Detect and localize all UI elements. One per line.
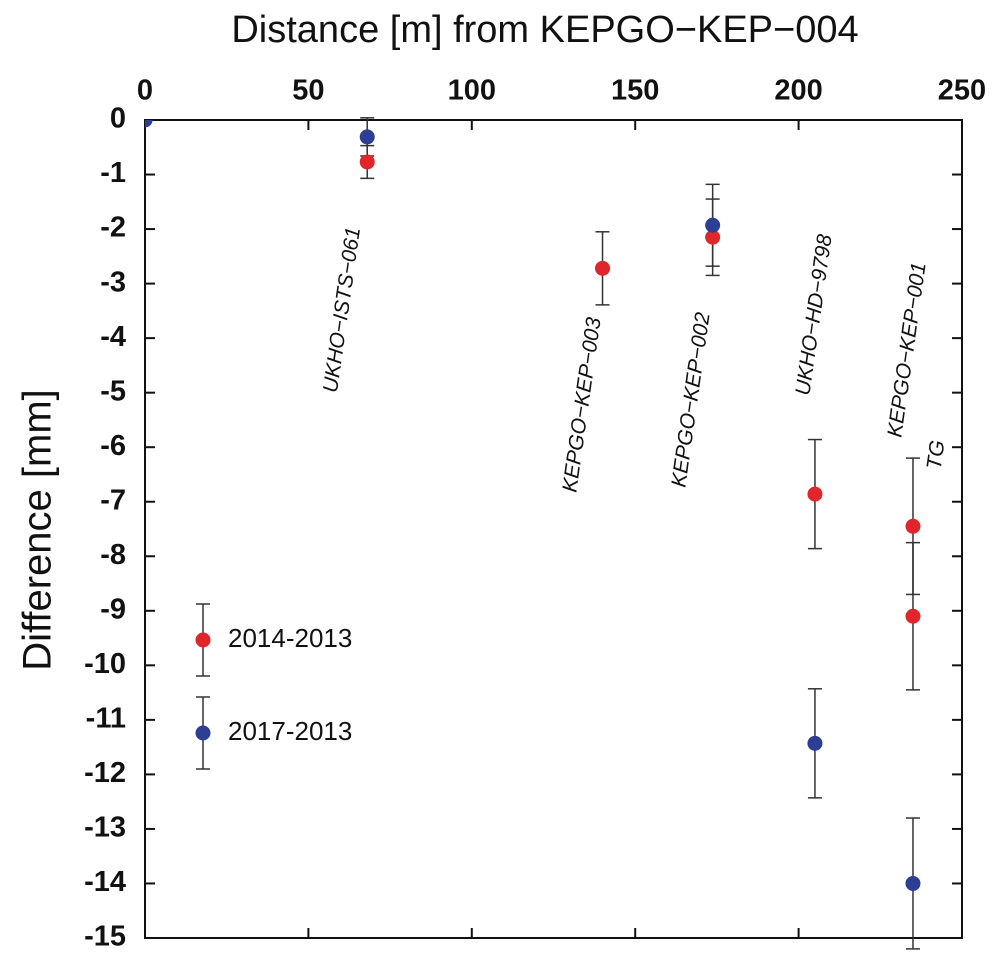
point bbox=[359, 154, 375, 170]
y-axis-label: Difference [mm] bbox=[16, 389, 60, 671]
point-annotation: TG bbox=[923, 439, 950, 471]
point bbox=[905, 875, 921, 891]
point bbox=[905, 608, 921, 624]
x-tick-label: 250 bbox=[938, 75, 986, 107]
point bbox=[905, 518, 921, 534]
legend-marker bbox=[195, 725, 211, 741]
y-tick-label: -6 bbox=[100, 430, 126, 462]
point bbox=[145, 120, 153, 128]
chart-title: Distance [m] from KEPGO−KEP−004 bbox=[231, 9, 858, 51]
y-tick-label: -4 bbox=[100, 321, 126, 353]
x-tick-label: 50 bbox=[292, 75, 324, 107]
point bbox=[705, 229, 721, 245]
y-tick-label: -1 bbox=[100, 157, 126, 189]
y-tick-label: -8 bbox=[100, 539, 126, 571]
point-annotation: UKHO−ISTS−061 bbox=[319, 226, 365, 394]
x-tick-label: 100 bbox=[448, 75, 496, 107]
point bbox=[807, 735, 823, 751]
plot-frame bbox=[144, 119, 963, 939]
y-tick-label: -13 bbox=[84, 812, 126, 844]
y-tick-label: -2 bbox=[100, 212, 126, 244]
y-tick-label: -5 bbox=[100, 375, 126, 407]
y-tick-label: -12 bbox=[84, 757, 126, 789]
y-tick-label: -15 bbox=[84, 921, 126, 953]
y-tick-label: -7 bbox=[100, 484, 126, 516]
y-tick-label: -14 bbox=[84, 866, 126, 898]
point-annotation: KEPGO−KEP−003 bbox=[558, 316, 605, 494]
x-tick-label: 150 bbox=[611, 75, 659, 107]
y-tick-label: -3 bbox=[100, 266, 126, 298]
point bbox=[595, 260, 611, 276]
point-annotation: KEPGO−KEP−001 bbox=[883, 261, 930, 439]
x-tick-label: 0 bbox=[137, 75, 153, 107]
y-tick-label: -10 bbox=[84, 648, 126, 680]
point bbox=[359, 129, 375, 145]
point bbox=[705, 217, 721, 233]
y-tick-label: -11 bbox=[86, 703, 126, 735]
legend-label: 2014-2013 bbox=[228, 623, 352, 653]
legend-label: 2017-2013 bbox=[228, 716, 352, 746]
y-tick-label: -9 bbox=[100, 593, 126, 625]
point-annotation: UKHO−HD−9798 bbox=[791, 233, 836, 397]
legend-marker bbox=[195, 632, 211, 648]
y-tick-label: 0 bbox=[110, 103, 126, 135]
point-annotation: KEPGO−KEP−002 bbox=[667, 311, 714, 489]
point bbox=[807, 486, 823, 502]
x-tick-label: 200 bbox=[774, 75, 822, 107]
